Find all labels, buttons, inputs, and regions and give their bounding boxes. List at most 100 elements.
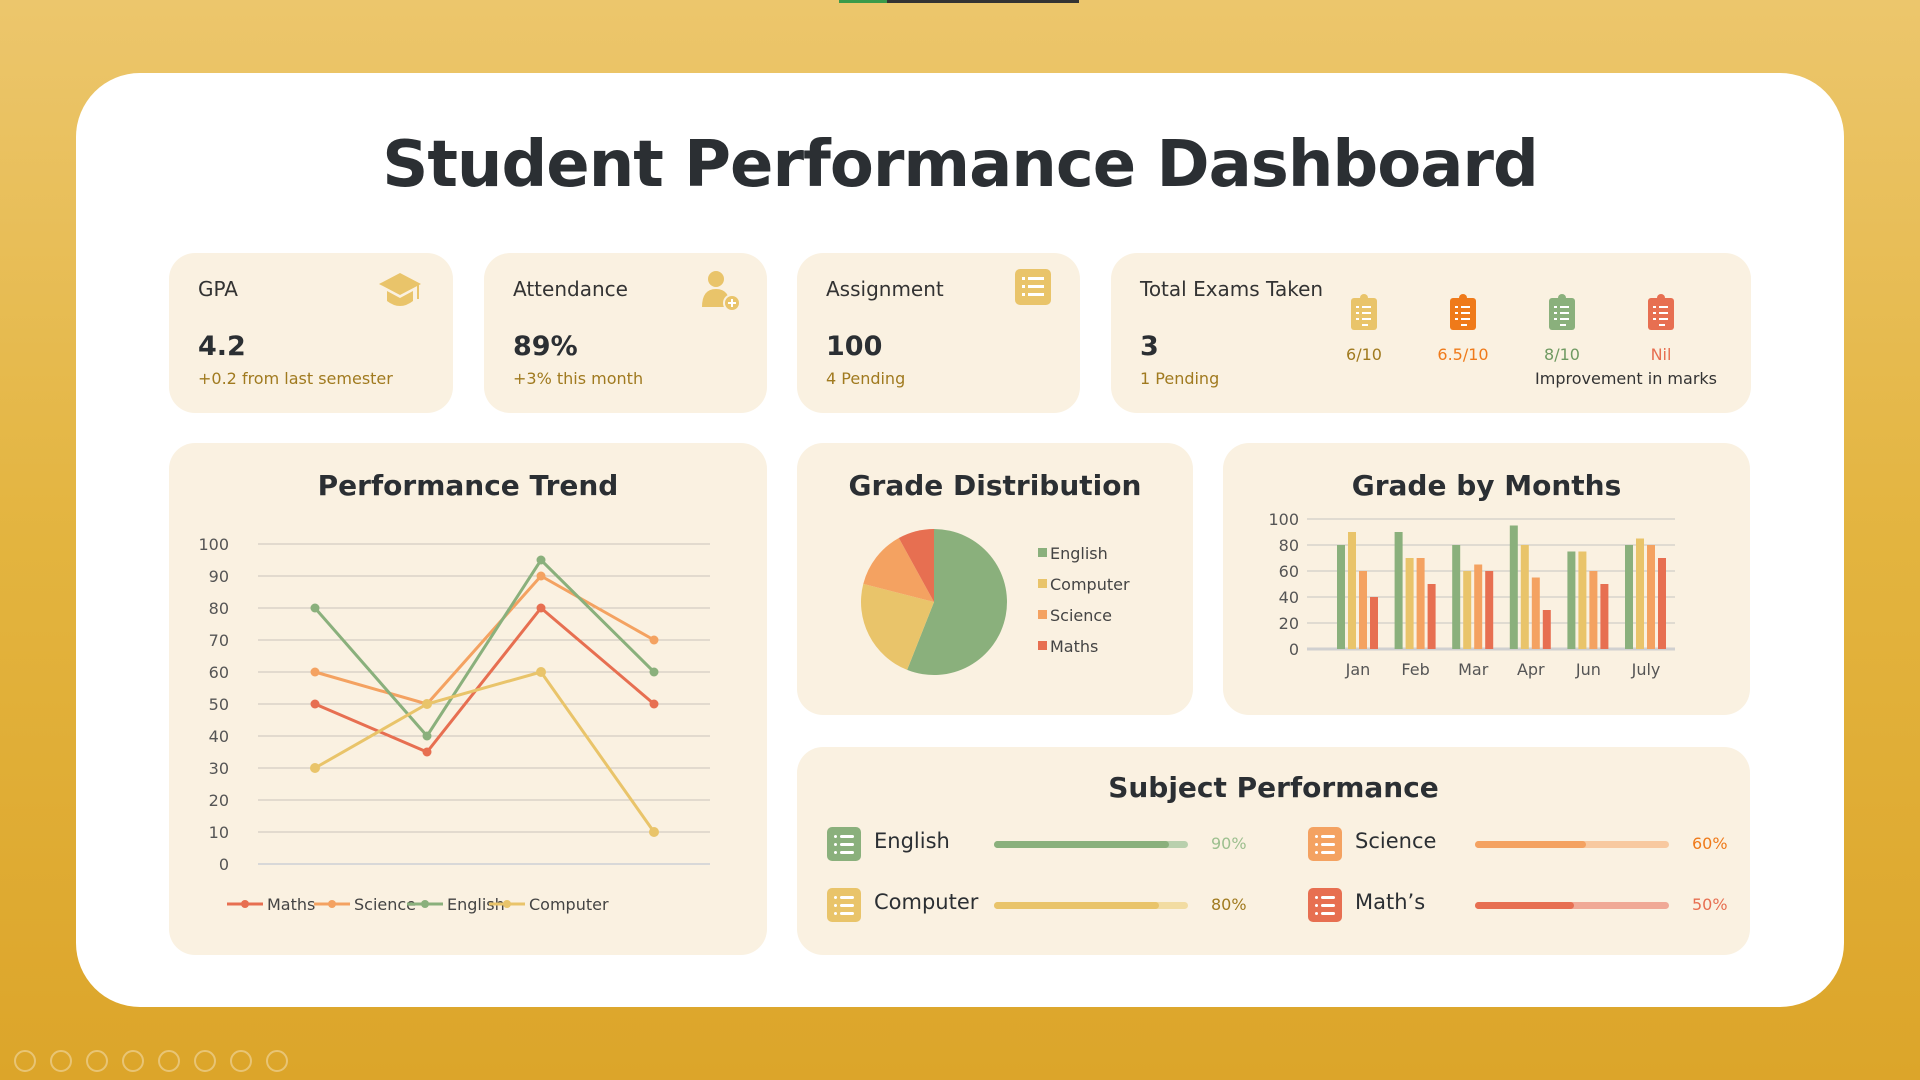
data-point xyxy=(536,667,546,677)
series-line-maths xyxy=(314,605,655,754)
data-point xyxy=(422,747,432,757)
stat-sub: +3% this month xyxy=(513,369,644,388)
data-point xyxy=(310,763,320,773)
legend-label: Maths xyxy=(1050,637,1098,656)
y-tick-label: 60 xyxy=(1279,562,1299,581)
user-add-icon xyxy=(702,271,741,312)
bar xyxy=(1647,545,1655,649)
x-tick-label: Jun xyxy=(1575,660,1601,679)
stat-sub: +0.2 from last semester xyxy=(198,369,393,388)
progress-bar xyxy=(994,902,1188,909)
progress-bar xyxy=(1475,841,1669,848)
legend-swatch xyxy=(1038,548,1047,557)
exam-item: 6.5/10 xyxy=(1423,293,1503,364)
exam-score: 6.5/10 xyxy=(1437,345,1489,364)
y-tick-label: 100 xyxy=(1268,510,1299,529)
list-icon xyxy=(1308,888,1342,922)
data-point xyxy=(310,699,320,709)
bar xyxy=(1394,532,1403,649)
x-tick-label: Jan xyxy=(1345,660,1371,679)
y-tick-label: 0 xyxy=(219,855,229,874)
legend-label: Science xyxy=(354,895,416,914)
bar xyxy=(1520,545,1529,649)
attendance-card: Attendance 89% +3% this month xyxy=(484,253,767,413)
x-tick-label: July xyxy=(1631,660,1661,679)
bar xyxy=(1625,545,1633,649)
stat-label: Assignment xyxy=(826,277,944,301)
bar xyxy=(1405,558,1414,649)
legend-marker xyxy=(328,900,336,908)
clipboard-icon xyxy=(1648,294,1674,330)
bar xyxy=(1427,584,1436,649)
legend-label: Computer xyxy=(1050,575,1130,594)
y-tick-label: 100 xyxy=(198,535,229,554)
grade-by-months-card: Grade by Months 0 20 40 60 80 100 Jan Feb Mar Apr… xyxy=(1223,443,1750,715)
legend-label: English xyxy=(1050,544,1108,563)
list-icon xyxy=(827,888,861,922)
bar xyxy=(1463,571,1472,649)
list-icon xyxy=(1308,827,1342,861)
data-point xyxy=(649,699,659,709)
improvement-note: Improvement in marks xyxy=(1535,369,1717,388)
stat-sub: 1 Pending xyxy=(1140,369,1220,388)
subject-name: Math’s xyxy=(1355,890,1426,914)
y-tick-label: 50 xyxy=(209,695,229,714)
bar xyxy=(1600,584,1609,649)
clipboard-icon xyxy=(1351,294,1377,330)
y-tick-label: 60 xyxy=(209,663,229,682)
progress-percent: 50% xyxy=(1692,895,1728,914)
legend-label: English xyxy=(447,895,505,914)
subject-performance-card: Subject Performance English 90% Computer… xyxy=(797,747,1750,955)
y-tick-label: 70 xyxy=(209,631,229,650)
page-title: Student Performance Dashboard xyxy=(382,128,1539,202)
legend-swatch xyxy=(1038,579,1047,588)
data-point xyxy=(536,555,546,565)
subject-name: Science xyxy=(1355,829,1437,853)
bar xyxy=(1348,532,1356,649)
data-point xyxy=(649,667,659,677)
pie-chart: English Computer Science Maths xyxy=(861,529,1130,675)
data-point xyxy=(536,571,546,581)
bar xyxy=(1452,545,1461,649)
bar xyxy=(1337,545,1345,649)
progress-percent: 90% xyxy=(1211,834,1247,853)
legend-marker xyxy=(421,900,429,908)
y-tick-label: 80 xyxy=(1279,536,1299,555)
grade-distribution-card: Grade Distribution English Computer Scienc… xyxy=(797,443,1193,715)
series-line-science xyxy=(314,574,655,706)
bar xyxy=(1370,597,1378,649)
data-point xyxy=(536,603,546,613)
bar xyxy=(1578,551,1587,649)
clipboard-icon xyxy=(1450,294,1476,330)
bar xyxy=(1636,538,1644,649)
subject-name: Computer xyxy=(874,890,979,914)
legend-label: Computer xyxy=(529,895,609,914)
bar xyxy=(1567,551,1576,649)
subject-name: English xyxy=(874,829,950,853)
x-tick-label: Mar xyxy=(1458,660,1489,679)
progress-percent: 60% xyxy=(1692,834,1728,853)
bar xyxy=(1485,571,1494,649)
bar xyxy=(1542,610,1551,649)
y-tick-label: 20 xyxy=(209,791,229,810)
bar xyxy=(1416,558,1425,649)
y-tick-label: 40 xyxy=(1279,588,1299,607)
data-point xyxy=(310,667,320,677)
bar xyxy=(1589,571,1598,649)
slideshow-controls[interactable] xyxy=(14,1050,288,1072)
stat-label: Attendance xyxy=(513,277,628,301)
exam-score: 6/10 xyxy=(1346,345,1382,364)
legend-swatch xyxy=(1038,610,1047,619)
exam-item: Nil xyxy=(1621,293,1701,364)
assignment-card: Assignment 100 4 Pending xyxy=(797,253,1080,413)
list-icon xyxy=(1015,269,1051,305)
legend-label: Science xyxy=(1050,606,1112,625)
stat-label: GPA xyxy=(198,277,238,301)
legend-marker xyxy=(503,900,511,908)
series-line-english xyxy=(313,557,656,739)
stat-value: 4.2 xyxy=(198,331,246,362)
exam-score: 8/10 xyxy=(1544,345,1580,364)
y-tick-label: 80 xyxy=(209,599,229,618)
section-title: Subject Performance xyxy=(1108,771,1439,804)
exam-item: 8/10 xyxy=(1522,293,1602,364)
